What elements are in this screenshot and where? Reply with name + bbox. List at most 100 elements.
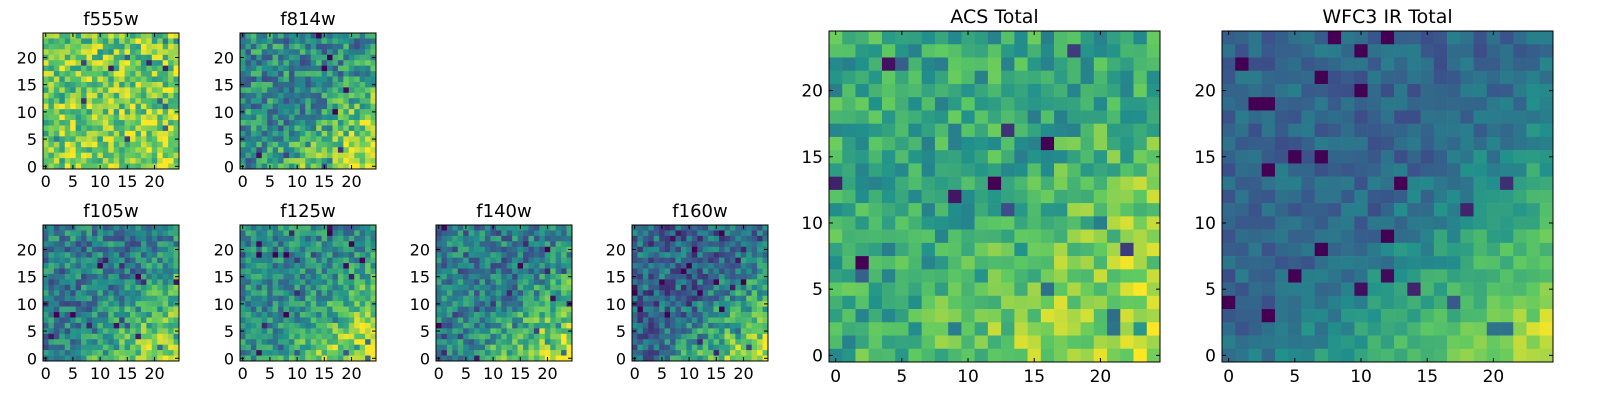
heatmap-cell — [327, 279, 333, 286]
heatmap-cell — [697, 350, 704, 356]
heatmap-cell — [533, 322, 540, 329]
heatmap-cell — [299, 49, 306, 56]
heatmap-cell — [343, 295, 350, 302]
heatmap-cell — [48, 76, 55, 83]
heatmap-cell — [1460, 44, 1474, 58]
heatmap-cell — [81, 158, 87, 164]
heatmap-cell — [961, 31, 975, 45]
heatmap-cell — [555, 279, 562, 286]
heatmap-cell — [441, 306, 448, 313]
heatmap-cell — [468, 344, 475, 351]
heatmap-cell — [250, 152, 257, 159]
heatmap-cell — [245, 87, 252, 94]
heatmap-cell — [506, 317, 513, 324]
heatmap-cell — [283, 246, 290, 253]
heatmap-cell — [436, 241, 442, 248]
heatmap-cell — [354, 279, 360, 286]
heatmap-cell — [310, 295, 317, 302]
heatmap-cell — [310, 306, 317, 313]
heatmap-cell — [75, 98, 82, 105]
heatmap-cell — [370, 120, 377, 126]
heatmap-cell — [637, 306, 644, 313]
heatmap-cell — [151, 43, 158, 50]
heatmap-cell — [43, 147, 49, 153]
heatmap-cell — [283, 147, 290, 153]
heatmap-cell — [124, 290, 131, 297]
heatmap-cell — [370, 65, 377, 72]
x-tick-label: 10 — [679, 364, 699, 383]
heatmap-cell — [632, 295, 638, 302]
heatmap-cell — [75, 152, 82, 159]
heatmap-cell — [151, 130, 158, 137]
heatmap-cell — [91, 103, 98, 110]
heatmap-cell — [452, 301, 459, 307]
heatmap-cell — [908, 150, 922, 164]
heatmap-cell — [64, 43, 71, 50]
heatmap-cell — [642, 301, 649, 307]
heatmap-cell — [327, 301, 333, 307]
heatmap-cell — [354, 333, 360, 340]
heatmap-cell — [168, 317, 174, 324]
heatmap-cell — [762, 344, 769, 351]
heatmap-cell — [881, 31, 896, 45]
heatmap-cell — [294, 312, 301, 318]
heatmap-cell — [757, 284, 763, 291]
heatmap-cell — [370, 33, 377, 39]
heatmap-cell — [91, 246, 98, 253]
heatmap-cell — [1327, 44, 1342, 58]
heatmap-cell — [299, 81, 306, 88]
heatmap-cell — [468, 230, 475, 237]
heatmap-cell — [501, 328, 508, 335]
heatmap-cell — [337, 344, 344, 351]
heatmap-cell — [168, 152, 174, 159]
heatmap-cell — [299, 38, 306, 45]
heatmap-cell — [102, 306, 109, 313]
heatmap-cell — [272, 333, 279, 340]
heatmap-cell — [283, 43, 290, 50]
heatmap-cell — [1301, 163, 1315, 177]
x-tick-label: 0 — [238, 364, 248, 383]
heatmap-cell — [1027, 269, 1042, 283]
heatmap-cell — [1288, 136, 1302, 151]
heatmap-cell — [664, 246, 671, 253]
heatmap-cell — [550, 306, 556, 313]
heatmap-cell — [1027, 44, 1042, 58]
heatmap-cell — [283, 92, 290, 99]
heatmap-cell — [91, 257, 98, 264]
heatmap-cell — [86, 252, 93, 258]
heatmap-cell — [1473, 176, 1488, 191]
heatmap-cell — [365, 81, 371, 88]
heatmap-cell — [729, 284, 736, 291]
heatmap-cell — [240, 230, 246, 237]
heatmap-cell — [146, 54, 153, 61]
heatmap-cell — [124, 103, 131, 110]
heatmap-cell — [934, 282, 949, 297]
heatmap-cell — [987, 269, 1002, 283]
heatmap-cell — [1539, 31, 1554, 45]
heatmap-cell — [337, 152, 344, 159]
heatmap-cell — [48, 312, 55, 318]
heatmap-cell — [86, 71, 93, 77]
heatmap-cell — [343, 65, 350, 72]
heatmap-cell — [523, 301, 529, 307]
heatmap-cell — [305, 230, 312, 237]
heatmap-cell — [267, 120, 273, 126]
heatmap-cell — [702, 301, 709, 307]
heatmap-cell — [140, 81, 147, 88]
heatmap-cell — [97, 103, 104, 110]
heatmap-cell — [561, 246, 567, 253]
heatmap-cell — [348, 235, 355, 242]
heatmap-cell — [881, 216, 896, 230]
heatmap-cell — [102, 355, 109, 362]
heatmap-cell — [135, 344, 142, 351]
heatmap-cell — [697, 339, 704, 345]
heatmap-cell — [59, 355, 66, 362]
heatmap-cell — [653, 230, 660, 237]
heatmap-cell — [908, 189, 922, 204]
heatmap-cell — [1341, 203, 1355, 217]
heatmap-cell — [370, 141, 377, 148]
heatmap-cell — [719, 306, 725, 313]
heatmap-cell — [365, 130, 371, 137]
heatmap-cell — [310, 163, 317, 170]
heatmap-cell — [337, 350, 344, 356]
